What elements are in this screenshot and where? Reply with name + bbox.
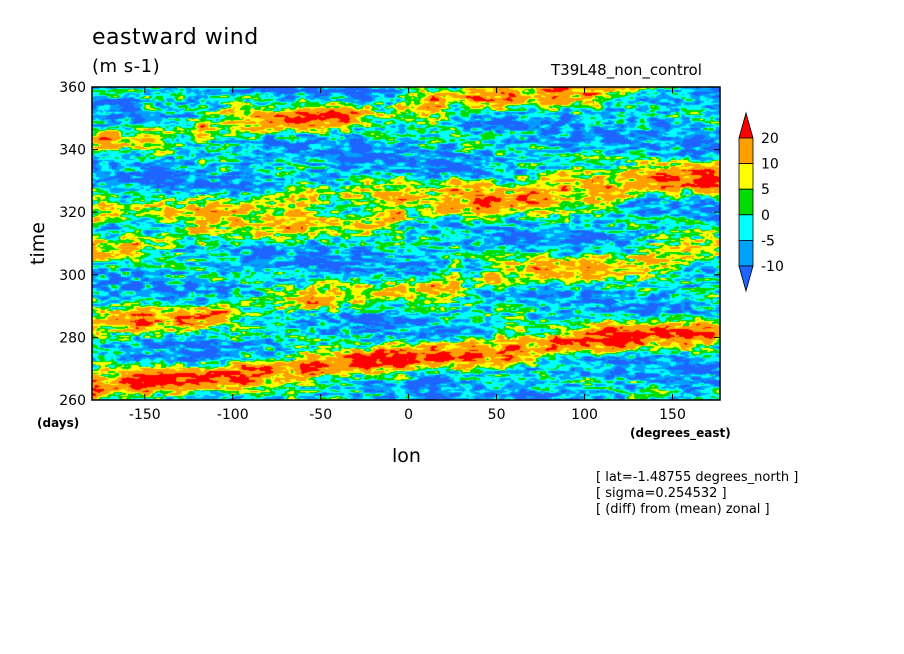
colorbar-segment	[738, 214, 754, 241]
y-tick-label: 300	[59, 268, 86, 284]
x-axis: -150 -100 -50 0 50 100 150	[129, 87, 686, 423]
y-tick-label: 280	[59, 330, 86, 346]
x-tick-label: 100	[571, 407, 598, 423]
y-tick-label: 320	[59, 205, 86, 221]
note-diff: [ (diff) from (mean) zonal ]	[596, 502, 770, 517]
colorbar: -10 -5 0 5 10 20	[738, 111, 784, 293]
x-axis-units: (degrees_east)	[630, 426, 731, 440]
colorbar-label: 0	[761, 208, 770, 224]
y-tick-label: 340	[59, 143, 86, 159]
y-tick-label: 360	[59, 80, 86, 96]
x-tick-label: 150	[659, 407, 686, 423]
y-axis: 260 280 300 320 340 360	[59, 80, 720, 409]
x-tick-label: -50	[309, 407, 332, 423]
colorbar-label: 10	[761, 157, 779, 173]
chart-units: (m s-1)	[92, 56, 161, 77]
y-axis-label: time	[27, 222, 49, 265]
chart-title: eastward wind	[92, 25, 259, 50]
colorbar-segment	[738, 265, 754, 293]
colorbar-label: 20	[761, 131, 779, 147]
colorbar-segment	[738, 111, 754, 139]
note-latitude: [ lat=-1.48755 degrees_north ]	[596, 470, 799, 485]
run-name: T39L48_non_control	[551, 61, 702, 79]
plot-frame	[91, 86, 721, 401]
x-tick-label: -100	[217, 407, 249, 423]
colorbar-segment	[738, 163, 754, 190]
x-axis-label: lon	[392, 445, 421, 467]
colorbar-segment	[738, 137, 754, 165]
colorbar-segment	[738, 188, 754, 216]
heatmap-image	[92, 87, 720, 400]
x-tick-label: 0	[404, 407, 413, 423]
colorbar-segment	[738, 239, 754, 267]
note-sigma: [ sigma=0.254532 ]	[596, 486, 727, 501]
x-tick-label: -150	[129, 407, 161, 423]
y-tick-label: 260	[59, 393, 86, 409]
y-axis-units: (days)	[37, 416, 80, 430]
colorbar-label: 5	[761, 182, 770, 198]
colorbar-label: -5	[761, 233, 775, 249]
colorbar-label: -10	[761, 259, 784, 275]
x-tick-label: 50	[488, 407, 506, 423]
